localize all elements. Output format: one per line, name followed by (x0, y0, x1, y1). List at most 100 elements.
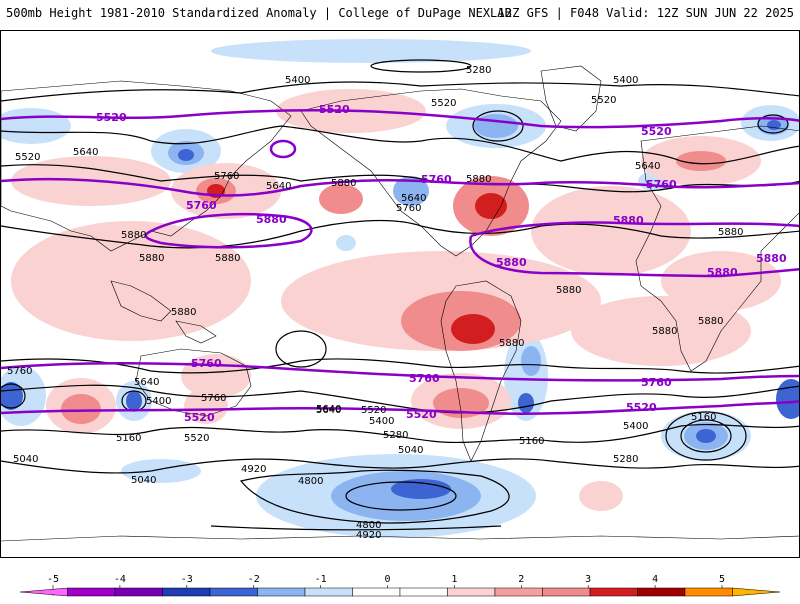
contour-label: 5760 (396, 203, 421, 214)
map-title: 500mb Height 1981-2010 Standardized Anom… (6, 6, 512, 20)
colorbar-tick-label: -2 (248, 574, 260, 585)
contour-label: 4920 (241, 464, 266, 475)
contour-label: 5880 (215, 253, 240, 264)
colorbar-tick-label: 2 (518, 574, 524, 585)
colorbar-tick-label: -1 (315, 574, 327, 585)
colorbar-segment (637, 587, 686, 597)
colorbar: -5 -4 -3 -2 -1 0 1 2 3 4 5 (0, 566, 800, 600)
contour-label: 5760 (421, 173, 452, 186)
colorbar-svg: -5 -4 -3 -2 -1 0 1 2 3 4 5 (19, 574, 781, 597)
contour-label: 5880 (756, 252, 787, 265)
contour-label: 4920 (356, 530, 381, 541)
contour-label: 5280 (613, 454, 638, 465)
colorbar-segment (732, 587, 781, 597)
contour-label: 5400 (613, 75, 638, 86)
colorbar-tick-label: -3 (181, 574, 193, 585)
contour-label: 5520 (15, 152, 40, 163)
contour-label: 5400 (623, 421, 648, 432)
colorbar-bar (19, 587, 781, 597)
contour-label: 5880 (121, 230, 146, 241)
colorbar-tick-label: 0 (384, 574, 390, 585)
contour-label: 5640 (316, 404, 341, 415)
contour-label: 5760 (7, 366, 32, 377)
contour-label: 5520 (184, 411, 215, 424)
colorbar-segment (447, 587, 496, 597)
contour-label: 4800 (298, 476, 323, 487)
contour-label: 5160 (116, 433, 141, 444)
contour-label: 5520 (184, 433, 209, 444)
contour-label: 5400 (285, 75, 310, 86)
colorbar-segment (494, 587, 543, 597)
contour-label: 5880 (556, 285, 581, 296)
contour-label: 5760 (186, 199, 217, 212)
contour-label: 5040 (398, 445, 423, 456)
valid-time: 12Z GFS | F048 Valid: 12Z SUN JUN 22 202… (497, 6, 794, 20)
contour-label: 5640 (134, 377, 159, 388)
contour-label: 5880 (466, 174, 491, 185)
contour-label: 5640 (266, 181, 291, 192)
contour-label: 5400 (369, 416, 394, 427)
contour-label: 5880 (613, 214, 644, 227)
colorbar-tick-label: 4 (652, 574, 658, 585)
contour-label: 5880 (496, 256, 527, 269)
contour-label: 5760 (191, 357, 222, 370)
colorbar-segment (162, 587, 211, 597)
colorbar-segment (114, 587, 163, 597)
contour-label: 5640 (73, 147, 98, 158)
contour-label: 5760 (409, 372, 440, 385)
contour-label: 4800 (356, 520, 381, 531)
contour-label: 5760 (214, 171, 239, 182)
colorbar-tick-label: -5 (47, 574, 59, 585)
contour-label: 5520 (361, 405, 386, 416)
colorbar-segment (399, 587, 448, 597)
anomaly-map: 5400 5280 5400 5520 5520 5520 5640 5640 … (1, 31, 799, 557)
contour-label: 5040 (13, 454, 38, 465)
colorbar-segment (67, 587, 116, 597)
colorbar-tick-label: 1 (451, 574, 457, 585)
colorbar-segment (589, 587, 638, 597)
contour-label: 5880 (698, 316, 723, 327)
contour-label: 5760 (641, 376, 672, 389)
contour-label: 5280 (383, 430, 408, 441)
colorbar-tick-label: 5 (719, 574, 725, 585)
colorbar-segment (209, 587, 258, 597)
contour-label: 5880 (718, 227, 743, 238)
contour-label: 5160 (691, 412, 716, 423)
reference-contours (1, 108, 799, 415)
contour-label: 5040 (131, 475, 156, 486)
contour-label: 5880 (139, 253, 164, 264)
contour-label: 5640 (316, 405, 341, 416)
colorbar-segment (542, 587, 591, 597)
contour-label: 5520 (641, 125, 672, 138)
colorbar-tick-label: -4 (114, 574, 126, 585)
contour-label: 5760 (646, 178, 677, 191)
contour-label: 5880 (171, 307, 196, 318)
contour-label: 5280 (466, 65, 491, 76)
colorbar-segment (19, 587, 68, 597)
header: 500mb Height 1981-2010 Standardized Anom… (0, 0, 800, 30)
colorbar-segment (352, 587, 401, 597)
contour-label: 5640 (401, 193, 426, 204)
contour-label: 5880 (256, 213, 287, 226)
contour-label: 5520 (319, 103, 350, 116)
colorbar-tick-label: 3 (585, 574, 591, 585)
colorbar-segment (684, 587, 733, 597)
contour-label: 5520 (431, 98, 456, 109)
colorbar-segment (257, 587, 306, 597)
map-panel: 5400 5280 5400 5520 5520 5520 5640 5640 … (0, 30, 800, 558)
contour-label: 5640 (635, 161, 660, 172)
contour-label: 5880 (707, 266, 738, 279)
contour-label: 5880 (499, 338, 524, 349)
contour-label: 5520 (626, 401, 657, 414)
contour-labels: 5400 5280 5400 5520 5520 5520 5640 5640 … (7, 65, 787, 541)
contour-label: 5880 (652, 326, 677, 337)
coastlines (1, 65, 799, 542)
contour-label: 5160 (519, 436, 544, 447)
contour-label: 5400 (146, 396, 171, 407)
contour-label: 5520 (591, 95, 616, 106)
contour-label: 5520 (406, 408, 437, 421)
contour-label: 5760 (201, 393, 226, 404)
contour-label: 5880 (331, 178, 356, 189)
contour-label: 5520 (96, 111, 127, 124)
colorbar-segment (304, 587, 353, 597)
